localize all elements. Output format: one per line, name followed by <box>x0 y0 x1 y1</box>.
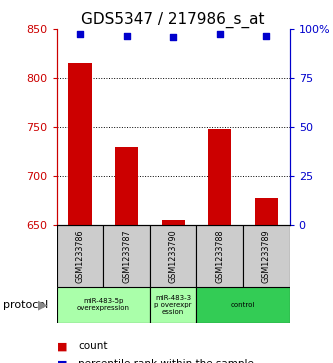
Bar <box>57 287 150 323</box>
Bar <box>208 129 231 225</box>
Text: percentile rank within the sample: percentile rank within the sample <box>78 359 254 363</box>
Text: ▶: ▶ <box>38 298 48 311</box>
Bar <box>196 287 290 323</box>
Text: protocol: protocol <box>3 300 49 310</box>
Text: miR-483-5p
overexpression: miR-483-5p overexpression <box>77 298 130 311</box>
Text: GSM1233786: GSM1233786 <box>75 229 85 283</box>
Text: ■: ■ <box>57 359 67 363</box>
Bar <box>243 225 290 287</box>
Text: ■: ■ <box>57 341 67 351</box>
Bar <box>150 287 196 323</box>
Point <box>217 31 222 37</box>
Text: GSM1233790: GSM1233790 <box>168 229 178 283</box>
Text: GSM1233789: GSM1233789 <box>262 229 271 283</box>
Bar <box>57 225 103 287</box>
Text: control: control <box>231 302 255 308</box>
Text: GSM1233787: GSM1233787 <box>122 229 131 283</box>
Point <box>264 33 269 39</box>
Bar <box>103 225 150 287</box>
Bar <box>115 147 138 225</box>
Text: miR-483-3
p overexpr
ession: miR-483-3 p overexpr ession <box>155 295 192 315</box>
Text: GSM1233788: GSM1233788 <box>215 229 224 283</box>
Point <box>124 33 129 39</box>
Bar <box>150 225 196 287</box>
Bar <box>255 197 278 225</box>
Bar <box>162 220 185 225</box>
Bar <box>196 225 243 287</box>
Point <box>77 31 83 37</box>
Text: count: count <box>78 341 108 351</box>
Point <box>170 34 176 40</box>
Bar <box>68 63 92 225</box>
Title: GDS5347 / 217986_s_at: GDS5347 / 217986_s_at <box>81 12 265 28</box>
